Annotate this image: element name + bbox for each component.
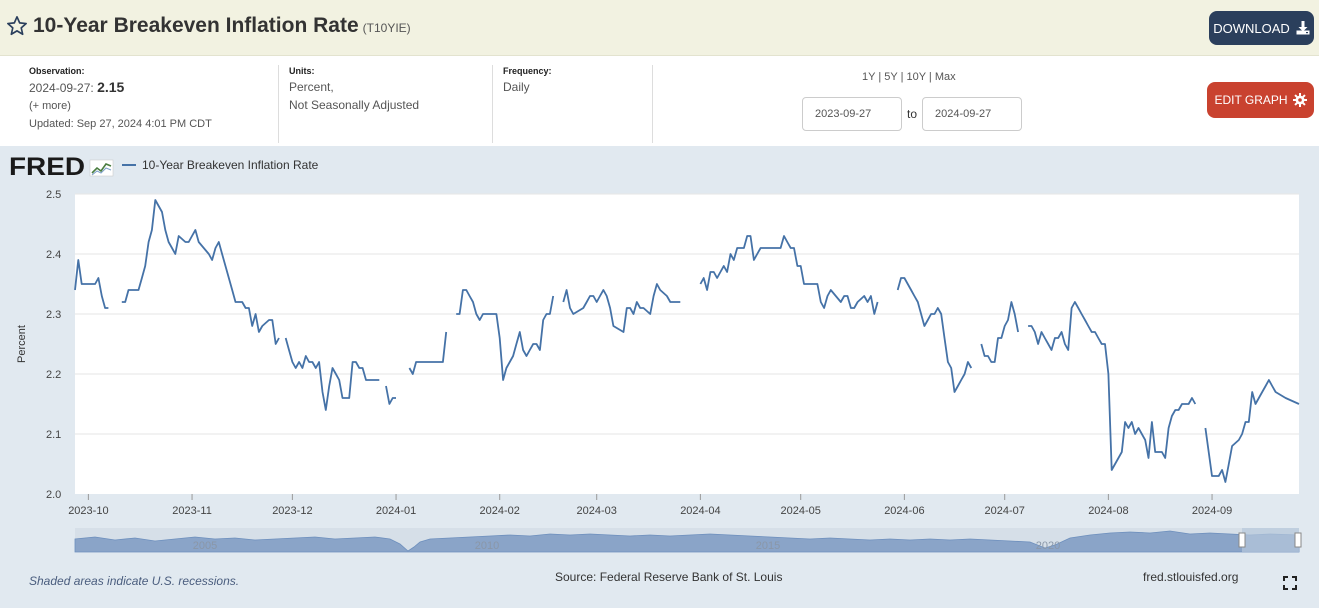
to-label: to xyxy=(907,107,918,121)
series-lines xyxy=(74,199,1300,483)
series-line-segment xyxy=(699,235,879,315)
source-attribution: Source: Federal Reserve Bank of St. Loui… xyxy=(555,570,783,584)
y-tick-label: 2.1 xyxy=(46,429,61,441)
units-line-1: Percent, xyxy=(289,80,334,94)
series-line-segment xyxy=(408,331,448,375)
gear-icon xyxy=(1292,93,1307,107)
chart-legend: 10-Year Breakeven Inflation Rate xyxy=(122,158,318,172)
divider xyxy=(652,65,653,143)
series-line-segment xyxy=(456,289,555,381)
series-metadata: Observation: 2024-09-27: 2.15 (+ more) U… xyxy=(0,57,1319,145)
x-tick-label: 2024-02 xyxy=(480,505,520,517)
download-icon xyxy=(1296,21,1310,35)
series-line-segment xyxy=(284,337,380,411)
divider xyxy=(278,65,279,143)
site-link[interactable]: fred.stlouisfed.org xyxy=(1143,570,1239,584)
more-observations-link[interactable]: (+ more) xyxy=(29,100,71,112)
x-tick-label: 2024-05 xyxy=(781,505,821,517)
x-tick-label: 2024-09 xyxy=(1192,505,1232,517)
units-block: Units: Percent, Not Seasonally Adjusted xyxy=(289,65,419,114)
observation-label: Observation: xyxy=(29,66,85,76)
x-tick-label: 2024-03 xyxy=(577,505,617,517)
series-line-segment xyxy=(980,301,1019,363)
y-tick-label: 2.2 xyxy=(46,369,61,381)
observation-date: 2024-09-27: xyxy=(29,81,94,95)
navigator-right-handle[interactable] xyxy=(1294,532,1302,548)
legend-label: 10-Year Breakeven Inflation Rate xyxy=(142,158,319,172)
x-tick-label: 2023-12 xyxy=(272,505,312,517)
x-tick-label: 2023-10 xyxy=(68,505,108,517)
units-label: Units: xyxy=(289,66,315,76)
range-links: 1Y | 5Y | 10Y | Max xyxy=(862,71,956,83)
series-line-segment xyxy=(121,199,280,345)
y-tick-label: 2.0 xyxy=(46,489,61,501)
range-link-5y[interactable]: 5Y xyxy=(884,71,898,83)
frequency-label: Frequency: xyxy=(503,66,552,76)
header-bar: 10-Year Breakeven Inflation Rate (T10YIE)… xyxy=(0,0,1319,56)
plot-background xyxy=(75,194,1299,494)
range-link-1y[interactable]: 1Y xyxy=(862,71,876,83)
series-title: 10-Year Breakeven Inflation Rate xyxy=(33,14,359,37)
updated-timestamp: Updated: Sep 27, 2024 4:01 PM CDT xyxy=(29,118,212,130)
y-axis-ticks: 2.5 2.4 2.3 2.2 2.1 2.0 xyxy=(46,189,61,501)
end-date-input[interactable]: 2024-09-27 xyxy=(922,97,1022,131)
grid-lines xyxy=(75,193,1299,435)
x-tick-label: 2023-11 xyxy=(172,505,212,517)
range-link-10y[interactable]: 10Y xyxy=(906,71,926,83)
x-tick-label: 2024-06 xyxy=(884,505,924,517)
navigator-label: 2015 xyxy=(756,540,780,552)
x-tick-label: 2024-07 xyxy=(985,505,1025,517)
edit-graph-label: EDIT GRAPH xyxy=(1214,93,1288,107)
line-chart[interactable]: 2.5 2.4 2.3 2.2 2.1 2.0 2023-10 2023-11 2023-12… xyxy=(0,146,1319,608)
series-line-segment xyxy=(562,283,681,333)
frequency-block: Frequency: Daily xyxy=(503,65,552,96)
series-line-segment xyxy=(385,385,396,405)
y-tick-label: 2.3 xyxy=(46,309,61,321)
page-title: 10-Year Breakeven Inflation Rate (T10YIE) xyxy=(33,14,411,38)
legend-swatch xyxy=(122,164,136,166)
y-axis-label: Percent xyxy=(16,325,28,363)
edit-graph-button[interactable]: EDIT GRAPH xyxy=(1207,82,1314,118)
series-id: (T10YIE) xyxy=(362,21,411,35)
x-axis-ticks: 2023-10 2023-11 2023-12 2024-01 2024-02 2024-… xyxy=(68,494,1232,517)
series-line-segment xyxy=(74,259,109,309)
navigator-label: 2020 xyxy=(1036,540,1060,552)
units-line-2: Not Seasonally Adjusted xyxy=(289,98,420,112)
series-line-segment xyxy=(896,277,973,393)
download-label: DOWNLOAD xyxy=(1213,20,1290,36)
frequency-value: Daily xyxy=(503,80,530,94)
x-tick-label: 2024-08 xyxy=(1088,505,1128,517)
navigator-left-handle[interactable] xyxy=(1238,532,1246,548)
x-tick-label: 2024-04 xyxy=(680,505,720,517)
divider xyxy=(492,65,493,143)
fred-logo[interactable]: FRED xyxy=(8,151,118,181)
series-line-segment xyxy=(1028,301,1197,471)
y-tick-label: 2.5 xyxy=(46,189,61,201)
fullscreen-icon[interactable] xyxy=(1282,575,1298,591)
graph-panel: 2.5 2.4 2.3 2.2 2.1 2.0 2023-10 2023-11 2023-12… xyxy=(0,146,1319,608)
star-icon[interactable] xyxy=(6,15,28,37)
recession-footnote: Shaded areas indicate U.S. recessions. xyxy=(29,574,240,588)
download-button[interactable]: DOWNLOAD xyxy=(1209,11,1314,45)
start-date-input[interactable]: 2023-09-27 xyxy=(802,97,902,131)
observation-value: 2.15 xyxy=(97,79,125,95)
observation-block: Observation: 2024-09-27: 2.15 (+ more) U… xyxy=(29,65,212,133)
navigator-label: 2010 xyxy=(475,540,499,552)
y-tick-label: 2.4 xyxy=(46,249,61,261)
range-link-max[interactable]: Max xyxy=(934,71,956,83)
fred-logo-text: FRED xyxy=(9,153,85,181)
series-line-segment xyxy=(1204,379,1300,483)
navigator-label: 2005 xyxy=(193,540,217,552)
x-tick-label: 2024-01 xyxy=(376,505,416,517)
navigator-selection[interactable] xyxy=(1242,528,1299,552)
navigator-area xyxy=(74,530,1300,553)
overview-navigator[interactable]: 2005 2010 2015 2020 xyxy=(74,528,1302,553)
